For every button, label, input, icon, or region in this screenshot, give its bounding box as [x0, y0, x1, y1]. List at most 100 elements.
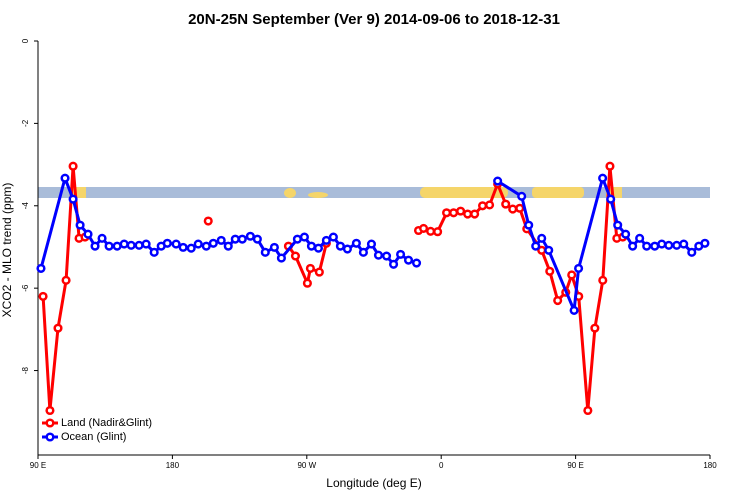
data-point — [245, 231, 255, 241]
data-point — [501, 199, 511, 209]
data-point — [569, 305, 579, 315]
data-point — [53, 323, 63, 333]
data-point — [193, 239, 203, 249]
map-land — [284, 188, 296, 198]
data-point — [149, 247, 159, 257]
data-point — [335, 241, 345, 251]
data-point — [389, 259, 399, 269]
data-point — [208, 238, 218, 248]
data-point — [449, 208, 459, 218]
data-point — [598, 275, 608, 285]
chart-title: 20N-25N September (Ver 9) 2014-09-06 to … — [188, 11, 560, 28]
data-point — [544, 245, 554, 255]
data-point — [61, 275, 71, 285]
map-land — [420, 187, 508, 198]
data-point — [260, 247, 270, 257]
y-tick-label: -2 — [21, 119, 30, 127]
data-point — [590, 323, 600, 333]
data-point — [664, 240, 674, 250]
data-point — [583, 405, 593, 416]
data-point — [373, 250, 384, 260]
data-point — [396, 249, 406, 259]
map-land — [606, 187, 622, 198]
data-point — [687, 247, 697, 257]
data-point — [302, 278, 312, 288]
data-point — [642, 241, 652, 251]
data-point — [313, 243, 323, 253]
x-tick-label: 90 E — [567, 461, 583, 470]
data-point — [700, 238, 710, 248]
y-tick-label: -6 — [21, 284, 30, 292]
data-point — [119, 239, 129, 249]
data-point — [517, 191, 527, 201]
data-point — [328, 232, 338, 242]
data-point — [90, 241, 100, 251]
x-tick-label: 90 E — [30, 461, 46, 470]
legend-label: Land (Nadir&Glint) — [61, 417, 152, 429]
y-tick-label: 0 — [21, 38, 30, 43]
data-point — [292, 234, 302, 244]
data-point — [426, 226, 436, 236]
data-point — [299, 232, 309, 242]
map-land — [70, 187, 86, 198]
data-point — [252, 234, 262, 244]
data-point — [567, 270, 577, 280]
data-point — [186, 243, 196, 253]
data-point — [493, 176, 503, 186]
data-point — [269, 242, 279, 252]
data-point — [672, 240, 682, 250]
data-point — [68, 161, 78, 171]
data-point — [470, 209, 480, 219]
data-point — [358, 247, 368, 257]
data-point — [381, 251, 392, 261]
data-point — [314, 267, 324, 277]
data-point — [305, 263, 315, 273]
data-point — [290, 251, 301, 261]
data-point — [657, 239, 667, 249]
data-point — [463, 209, 473, 219]
data-point — [366, 239, 377, 249]
data-point — [60, 173, 70, 183]
data-point — [178, 242, 188, 252]
legend-label: Ocean (Glint) — [61, 431, 126, 443]
data-point — [598, 173, 608, 183]
data-point — [36, 263, 46, 273]
data-point — [628, 241, 638, 251]
data-point — [412, 258, 422, 268]
data-point — [442, 208, 452, 218]
data-point — [83, 229, 93, 239]
data-point — [216, 235, 226, 245]
data-point — [104, 241, 114, 251]
data-point — [419, 223, 429, 233]
x-axis-label: Longitude (deg E) — [326, 476, 421, 490]
x-tick-label: 90 W — [297, 461, 316, 470]
map-land — [532, 187, 584, 198]
data-point — [203, 216, 213, 226]
legend-swatch-point — [45, 432, 55, 442]
data-point — [171, 239, 181, 249]
data-point — [45, 405, 55, 416]
data-point — [574, 263, 584, 273]
data-point — [237, 234, 247, 244]
data-point — [478, 201, 488, 211]
data-point — [201, 241, 211, 251]
data-point — [223, 241, 233, 251]
data-point — [134, 240, 144, 250]
y-tick-label: -8 — [21, 366, 30, 374]
data-point — [230, 234, 240, 244]
data-point — [537, 233, 547, 243]
map-land — [308, 192, 328, 198]
data-point — [545, 266, 555, 276]
data-point — [141, 239, 151, 249]
data-point — [605, 161, 615, 171]
y-tick-label: -4 — [21, 202, 30, 210]
data-point — [635, 233, 645, 243]
data-point — [68, 194, 78, 204]
map-ocean — [38, 187, 710, 198]
data-point — [456, 206, 466, 216]
data-point — [276, 253, 286, 263]
data-point — [351, 238, 361, 248]
legend-swatch-point — [45, 418, 55, 428]
data-point — [508, 204, 518, 214]
